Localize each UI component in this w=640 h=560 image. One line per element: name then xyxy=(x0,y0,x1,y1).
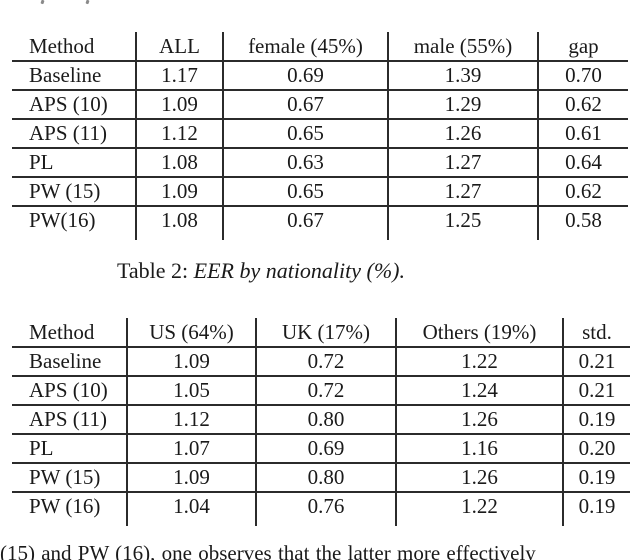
table-cell: 1.22 xyxy=(396,492,564,526)
column-header: Others (19%) xyxy=(396,318,564,348)
eer-by-nationality-table: Method US (64%) UK (17%) Others (19%) st… xyxy=(12,318,630,526)
table-cell: 1.09 xyxy=(136,90,224,120)
table-cell: 0.61 xyxy=(538,119,628,149)
table-cell: 0.72 xyxy=(256,376,397,406)
table-cell: 0.21 xyxy=(563,376,630,406)
table-cell: 1.12 xyxy=(127,405,257,435)
column-header: US (64%) xyxy=(127,318,257,348)
table-cell: 1.07 xyxy=(127,434,257,464)
table-cell: 0.72 xyxy=(256,347,397,377)
clipped-glyph-fragment xyxy=(40,0,45,5)
method-cell: PL xyxy=(12,434,128,464)
clipped-glyph-fragment xyxy=(85,0,90,5)
table-cell: 0.69 xyxy=(223,61,389,91)
table-cell: 0.20 xyxy=(563,434,630,464)
table-cell: 0.67 xyxy=(223,206,389,240)
table-header-row: Method ALL female (45%) male (55%) gap xyxy=(12,32,628,62)
method-cell: APS (11) xyxy=(12,405,128,435)
clipped-body-text-line: (15) and PW (16), one observes that the … xyxy=(0,541,536,560)
caption-label: Table 2: xyxy=(116,258,189,283)
table-cell: 0.21 xyxy=(563,347,630,377)
method-cell: PW (16) xyxy=(12,492,128,526)
table-caption: Table 2: EER by nationality (%). xyxy=(0,256,640,286)
method-cell: Baseline xyxy=(12,61,137,91)
spacer xyxy=(0,286,640,318)
table-cell: 0.80 xyxy=(256,463,397,493)
table-cell: 1.24 xyxy=(396,376,564,406)
table-cell: 1.22 xyxy=(396,347,564,377)
column-header: female (45%) xyxy=(223,32,389,62)
table-cell: 0.70 xyxy=(538,61,628,91)
method-cell: APS (10) xyxy=(12,376,128,406)
table-row: Baseline 1.17 0.69 1.39 0.70 xyxy=(12,61,628,91)
table-cell: 1.25 xyxy=(388,206,539,240)
method-cell: PL xyxy=(12,148,137,178)
table-cell: 0.63 xyxy=(223,148,389,178)
table-cell: 1.27 xyxy=(388,177,539,207)
column-header: Method xyxy=(12,318,128,348)
table-row: Baseline 1.09 0.72 1.22 0.21 xyxy=(12,347,630,377)
column-header: Method xyxy=(12,32,137,62)
table-cell: 1.04 xyxy=(127,492,257,526)
table-cell: 1.27 xyxy=(388,148,539,178)
table-cell: 0.80 xyxy=(256,405,397,435)
table-cell: 0.67 xyxy=(223,90,389,120)
table-cell: 1.12 xyxy=(136,119,224,149)
column-header: gap xyxy=(538,32,628,62)
table-cell: 1.09 xyxy=(127,463,257,493)
method-cell: PW(16) xyxy=(12,206,137,240)
table-cell: 1.17 xyxy=(136,61,224,91)
table-cell: 1.26 xyxy=(396,405,564,435)
column-header: male (55%) xyxy=(388,32,539,62)
table-row: APS (11) 1.12 0.65 1.26 0.61 xyxy=(12,119,628,149)
table-cell: 0.65 xyxy=(223,119,389,149)
table-cell: 0.65 xyxy=(223,177,389,207)
table-cell: 1.26 xyxy=(396,463,564,493)
column-header: UK (17%) xyxy=(256,318,397,348)
table-cell: 0.62 xyxy=(538,177,628,207)
table-cell: 1.16 xyxy=(396,434,564,464)
method-cell: APS (11) xyxy=(12,119,137,149)
table-header-row: Method US (64%) UK (17%) Others (19%) st… xyxy=(12,318,630,348)
table-cell: 1.26 xyxy=(388,119,539,149)
table-row: PW (15) 1.09 0.65 1.27 0.62 xyxy=(12,177,628,207)
table-cell: 1.09 xyxy=(127,347,257,377)
caption-text: EER by nationality (%). xyxy=(188,258,406,283)
method-cell: PW (15) xyxy=(12,463,128,493)
table-row: PW (16) 1.04 0.76 1.22 0.19 xyxy=(12,492,630,526)
table-row: PW(16) 1.08 0.67 1.25 0.58 xyxy=(12,206,628,240)
table-row: APS (10) 1.05 0.72 1.24 0.21 xyxy=(12,376,630,406)
table-cell: 0.19 xyxy=(578,494,616,518)
method-cell: APS (10) xyxy=(12,90,137,120)
column-header: ALL xyxy=(136,32,224,62)
table-row: PL 1.08 0.63 1.27 0.64 xyxy=(12,148,628,178)
table-row: PW (15) 1.09 0.80 1.26 0.19 xyxy=(12,463,630,493)
table-cell: 0.69 xyxy=(256,434,397,464)
table-cell: 0.58 xyxy=(565,208,602,232)
table-cell: 1.05 xyxy=(127,376,257,406)
table-cell: 0.64 xyxy=(538,148,628,178)
column-header: std. xyxy=(563,318,630,348)
eer-by-gender-table: Method ALL female (45%) male (55%) gap B… xyxy=(12,32,628,240)
table-cell: 0.62 xyxy=(538,90,628,120)
table-row: APS (10) 1.09 0.67 1.29 0.62 xyxy=(12,90,628,120)
table-cell: 1.39 xyxy=(388,61,539,91)
table-cell: 1.08 xyxy=(136,148,224,178)
table-row: PL 1.07 0.69 1.16 0.20 xyxy=(12,434,630,464)
table-cell: 1.08 xyxy=(136,206,224,240)
table-cell: 1.09 xyxy=(136,177,224,207)
method-cell: PW (15) xyxy=(12,177,137,207)
method-cell: Baseline xyxy=(12,347,128,377)
table-cell: 1.29 xyxy=(388,90,539,120)
table-cell: 0.76 xyxy=(256,492,397,526)
table-row: APS (11) 1.12 0.80 1.26 0.19 xyxy=(12,405,630,435)
table-cell: 0.19 xyxy=(563,463,630,493)
table-cell: 0.19 xyxy=(563,405,630,435)
